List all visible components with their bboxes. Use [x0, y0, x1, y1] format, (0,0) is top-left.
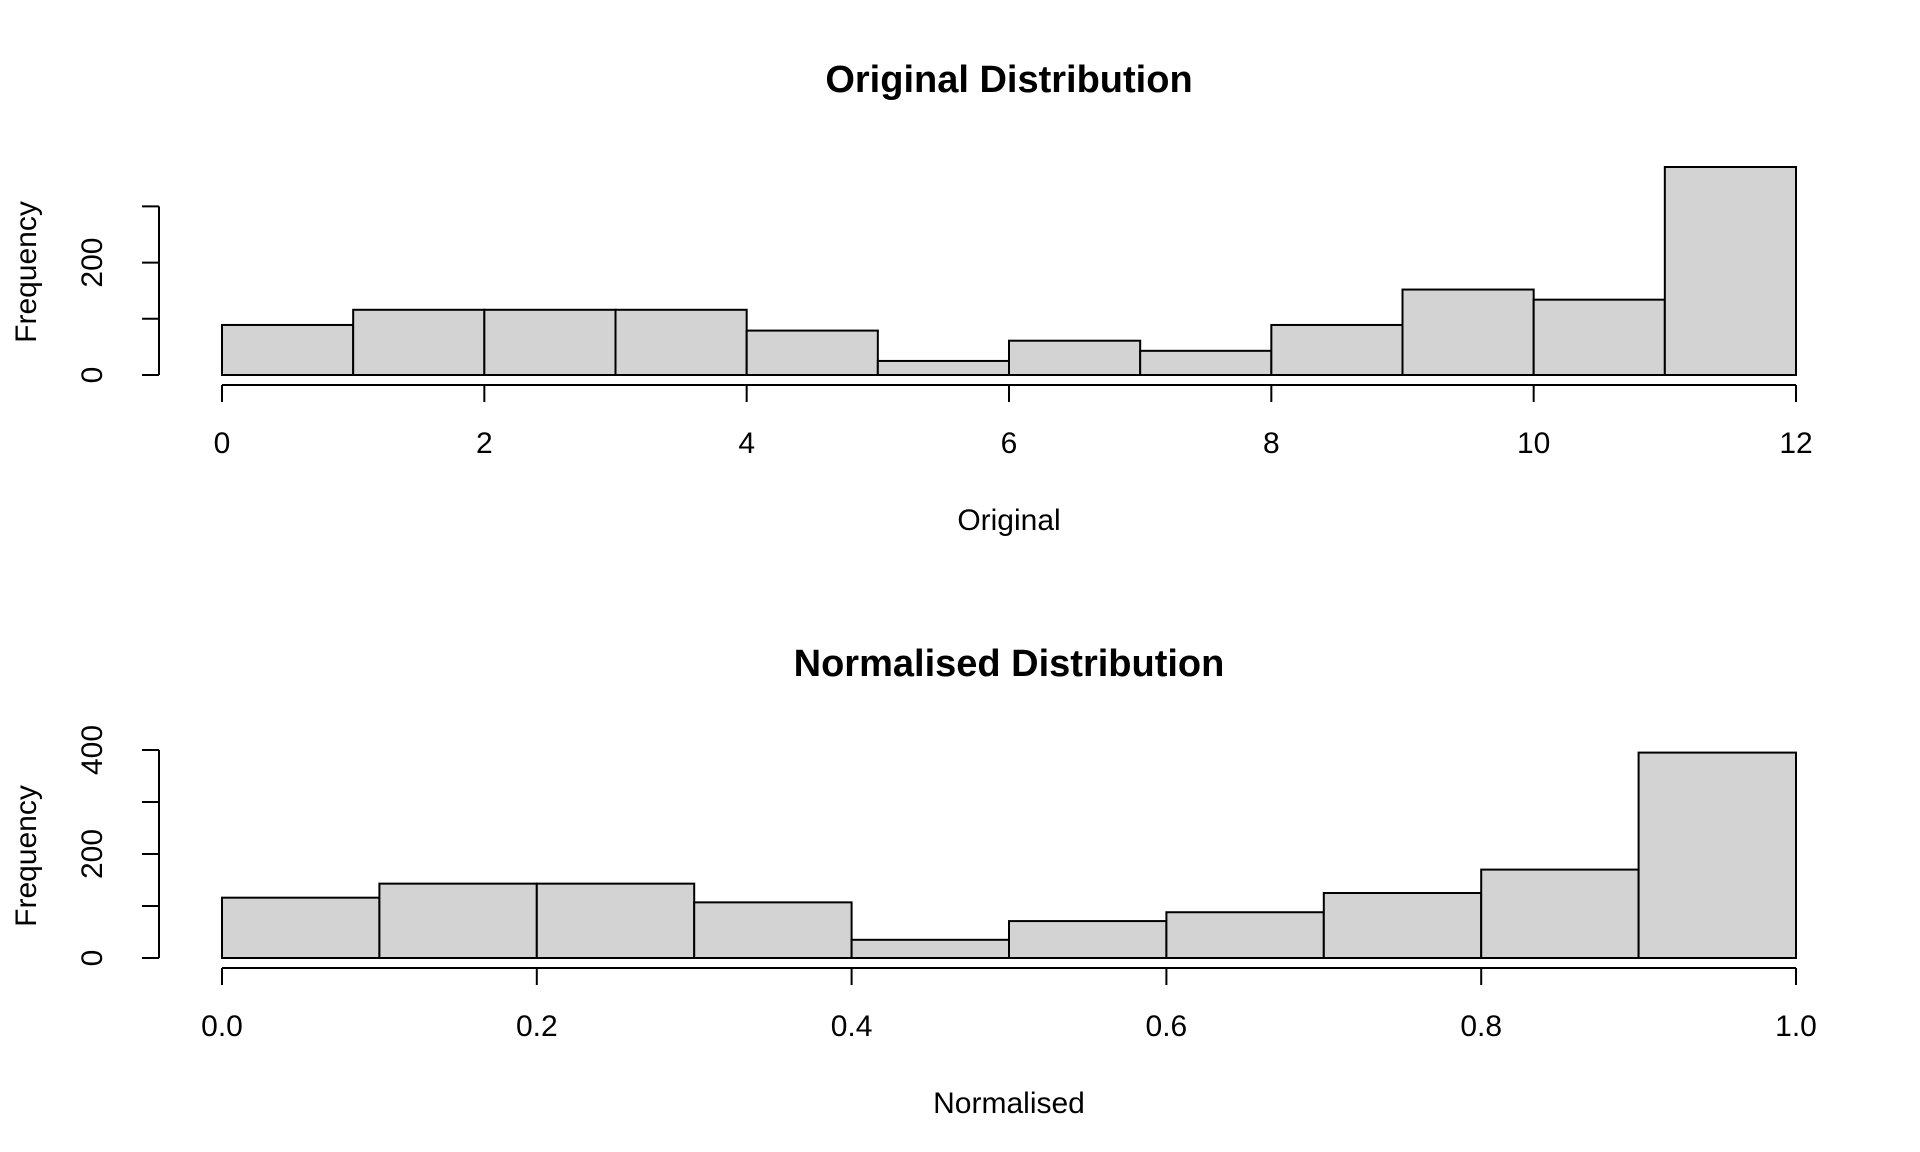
y-tick-label: 0	[76, 367, 109, 384]
x-tick-label: 2	[476, 427, 493, 460]
x-tick-label: 0.2	[516, 1010, 558, 1043]
chart-title: Normalised Distribution	[794, 643, 1225, 685]
histogram-bar	[745, 329, 879, 377]
normalised-histogram-panel: Normalised Distribution Normalised Frequ…	[10, 643, 1817, 1120]
histogram-bar	[1270, 323, 1404, 376]
x-tick-label: 4	[738, 427, 755, 460]
bars-group	[221, 166, 1798, 377]
x-tick-label: 0.8	[1460, 1010, 1502, 1043]
y-axis: 0 200	[76, 205, 160, 384]
x-tick-label: 0.4	[831, 1010, 873, 1043]
y-tick-label: 200	[76, 829, 109, 879]
histogram-bar	[221, 323, 355, 376]
histogram-bar	[850, 938, 1010, 959]
x-tick-label: 10	[1517, 427, 1550, 460]
histogram-bar	[221, 896, 381, 959]
x-tick-label: 0.0	[201, 1010, 243, 1043]
x-axis-label: Normalised	[933, 1087, 1085, 1120]
histogram-bar	[876, 359, 1010, 377]
x-axis: 0.0 0.2 0.4 0.6 0.8 1.0	[201, 967, 1817, 1043]
y-tick-label: 400	[76, 725, 109, 775]
histogram-bar	[1532, 298, 1666, 376]
histogram-bar	[1008, 920, 1168, 960]
x-tick-label: 8	[1263, 427, 1280, 460]
histogram-bar	[535, 882, 696, 960]
x-axis: 0 2 4 6 8 10 12	[214, 384, 1813, 460]
histogram-bar	[352, 308, 486, 376]
histogram-bar	[693, 901, 853, 959]
x-tick-label: 0.6	[1146, 1010, 1188, 1043]
bars-group	[221, 751, 1797, 960]
x-tick-label: 6	[1001, 427, 1018, 460]
histogram-bar	[614, 308, 748, 376]
y-axis: 0 200 400	[76, 725, 160, 967]
histogram-bar	[1165, 911, 1325, 959]
histogram-bar	[378, 882, 538, 960]
chart-title: Original Distribution	[825, 59, 1192, 101]
y-axis-label: Frequency	[10, 201, 43, 343]
histogram-bar	[483, 308, 617, 376]
original-histogram-panel: Original Distribution Original Frequency…	[10, 59, 1813, 537]
y-tick-label: 0	[76, 950, 109, 967]
histogram-bar	[1401, 288, 1535, 377]
y-axis-label: Frequency	[10, 785, 43, 927]
x-axis-label: Original	[957, 504, 1060, 537]
x-tick-label: 12	[1779, 427, 1812, 460]
histogram-bar	[1322, 892, 1483, 959]
x-tick-label: 1.0	[1775, 1010, 1817, 1043]
histogram-bar	[1663, 166, 1798, 376]
x-tick-label: 0	[214, 427, 231, 460]
histogram-bar	[1139, 349, 1273, 376]
histogram-bar	[1637, 751, 1797, 959]
histogram-bar	[1008, 339, 1142, 376]
histogram-bar	[1480, 868, 1640, 959]
y-tick-label: 200	[76, 238, 109, 288]
